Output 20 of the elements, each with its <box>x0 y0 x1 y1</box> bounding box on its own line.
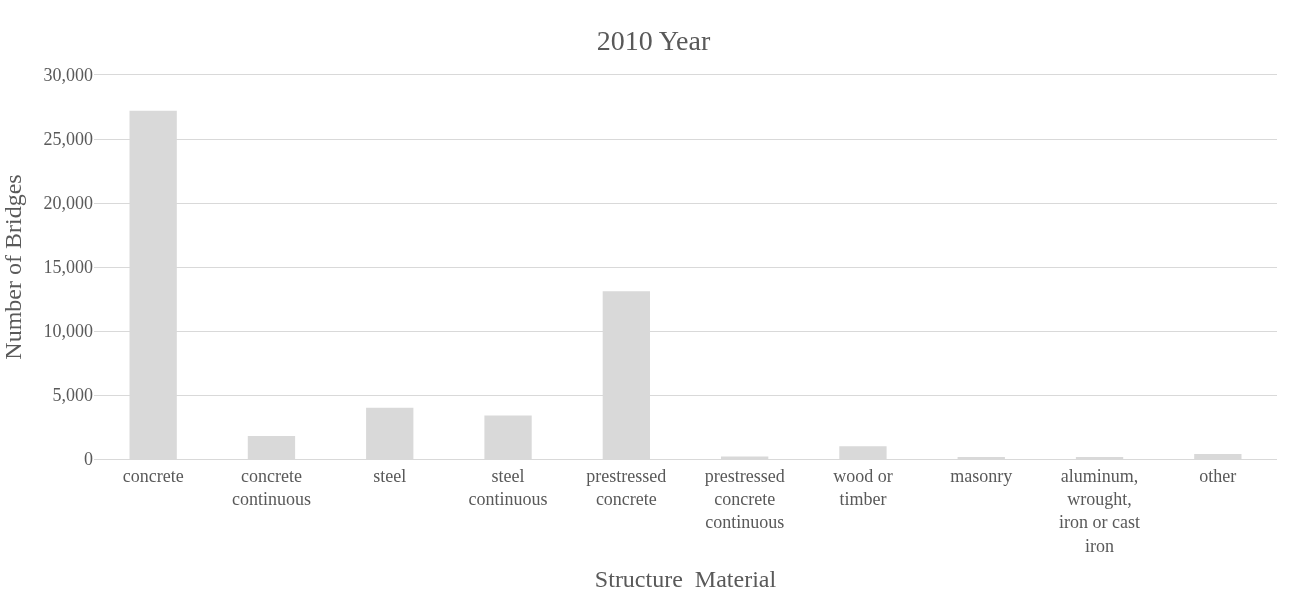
x-tick-label: wood or timber <box>833 465 893 509</box>
x-tick-label: prestressed concrete <box>586 465 667 509</box>
y-tick-label: 25,000 <box>43 129 93 150</box>
y-tick-label: 0 <box>84 449 93 470</box>
y-tick-label: 20,000 <box>43 193 93 214</box>
y-tick-label: 5,000 <box>52 385 93 406</box>
x-tick-label: concrete continuous <box>231 465 311 509</box>
x-tick-label: other <box>1199 465 1237 486</box>
x-tick-label: concrete <box>122 465 184 486</box>
y-axis-title: Number of Bridges <box>0 174 26 360</box>
x-tick-label: steel <box>373 465 407 486</box>
x-tick-label: steel continuous <box>468 465 548 509</box>
y-tick-label: 30,000 <box>43 65 93 86</box>
y-tick-label: 10,000 <box>43 321 93 342</box>
x-tick-label: aluminum, wrought, iron or cast iron <box>1059 465 1141 556</box>
x-tick-label: masonry <box>950 465 1013 486</box>
x-axis-title: Structure Material <box>594 566 777 593</box>
x-tick-label: prestressed concrete continuous <box>704 465 785 533</box>
chart-title: 2010 Year <box>596 24 711 56</box>
y-tick-label: 15,000 <box>43 257 93 278</box>
